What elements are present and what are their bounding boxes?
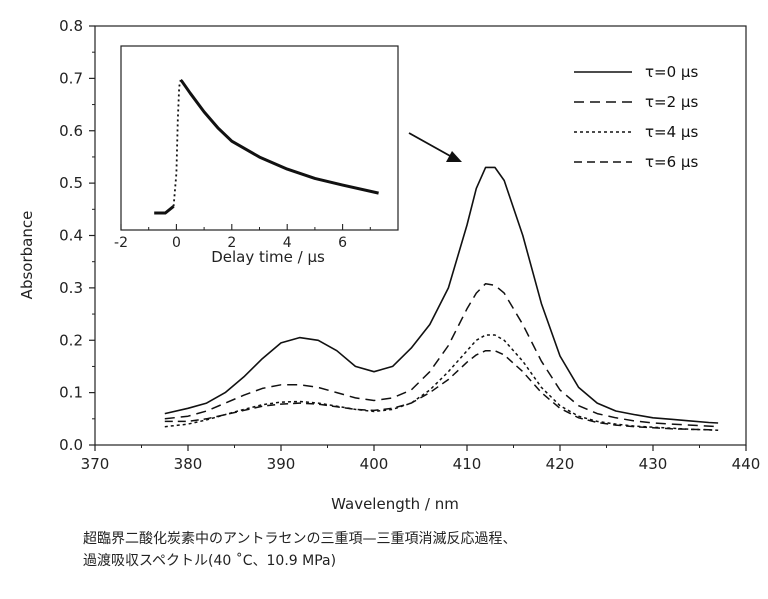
legend-label-2: τ=4 μs bbox=[645, 123, 698, 141]
x-tick-label: 440 bbox=[732, 455, 761, 473]
caption-line-2: 過渡吸収スペクトル(40 ˚C、10.9 MPa) bbox=[83, 553, 337, 569]
caption-line-1: 超臨界二酸化炭素中のアントラセンの三重項—三重項消滅反応過程、 bbox=[83, 531, 517, 547]
x-tick-label: 430 bbox=[639, 455, 668, 473]
legend: τ=0 μs τ=2 μs τ=4 μs τ=6 μs bbox=[574, 63, 698, 171]
main-series bbox=[164, 166, 719, 432]
x-axis-title: Wavelength / nm bbox=[331, 495, 459, 513]
y-tick-label: 0.2 bbox=[59, 331, 83, 349]
x-tick-label: 390 bbox=[267, 455, 296, 473]
inset-rise bbox=[172, 79, 182, 207]
y-tick-label: 0.7 bbox=[59, 69, 83, 87]
inset-series bbox=[154, 78, 379, 215]
x-tick-label: 400 bbox=[360, 455, 389, 473]
x-tick-label: 420 bbox=[546, 455, 575, 473]
y-tick-label: 0.4 bbox=[59, 227, 83, 245]
series-line-3 bbox=[164, 349, 719, 432]
series-line-0 bbox=[164, 166, 719, 424]
series-line-2 bbox=[164, 334, 719, 432]
main-tick-labels: 370 380 390 400 410 420 430 4400.00.10.20.30.40… bbox=[59, 17, 760, 473]
legend-label-3: τ=6 μs bbox=[645, 153, 698, 171]
peak-arrow bbox=[408, 132, 462, 162]
inset-ticks bbox=[120, 224, 371, 230]
inset-frame bbox=[120, 45, 399, 231]
inset-x-tick-label: -2 bbox=[114, 235, 128, 251]
inset-tick-labels: -2 0 2 4 6 bbox=[114, 235, 347, 251]
y-tick-label: 0.8 bbox=[59, 17, 83, 35]
y-tick-label: 0.6 bbox=[59, 122, 83, 140]
inset-baseline bbox=[154, 205, 175, 215]
legend-label-0: τ=0 μs bbox=[645, 63, 698, 81]
inset-x-tick-label: 6 bbox=[338, 235, 347, 251]
series-line-1 bbox=[164, 282, 719, 428]
y-tick-label: 0.0 bbox=[59, 436, 83, 454]
inset-panel: -2 0 2 4 6 Delay time / μs bbox=[114, 45, 399, 266]
y-tick-label: 0.5 bbox=[59, 174, 83, 192]
x-tick-label: 380 bbox=[174, 455, 203, 473]
chart-svg: 370 380 390 400 410 420 430 4400.00.10.20.30.40… bbox=[18, 17, 760, 513]
legend-label-1: τ=2 μs bbox=[645, 93, 698, 111]
y-tick-label: 0.1 bbox=[59, 384, 83, 402]
inset-x-axis-title: Delay time / μs bbox=[211, 248, 325, 266]
x-tick-label: 410 bbox=[453, 455, 482, 473]
y-axis-title: Absorbance bbox=[18, 211, 36, 300]
inset-decay-curve bbox=[179, 78, 379, 195]
x-tick-label: 370 bbox=[81, 455, 110, 473]
main-ticks bbox=[89, 25, 747, 451]
y-tick-label: 0.3 bbox=[59, 279, 83, 297]
inset-x-tick-label: 2 bbox=[227, 235, 236, 251]
inset-x-tick-label: 4 bbox=[283, 235, 292, 251]
inset-x-tick-label: 0 bbox=[172, 235, 181, 251]
